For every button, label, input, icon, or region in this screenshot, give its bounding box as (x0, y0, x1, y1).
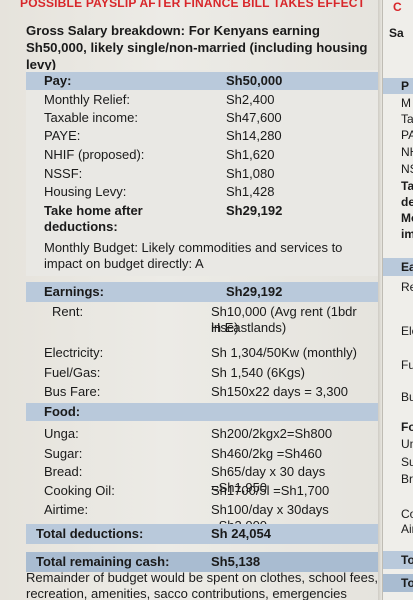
relief-label: Monthly Relief: (44, 92, 130, 107)
takehome-row: Take home after deductions: Sh29,192 (26, 203, 378, 235)
adjacent-line: NH (401, 145, 413, 159)
oil-value: Sh1700/5l =Sh1,700 (211, 483, 330, 498)
takehome-value: Sh29,192 (226, 203, 283, 218)
adjacent-line: Ta (401, 112, 413, 126)
sugar-value: Sh460/2kg =Sh460 (211, 446, 322, 461)
bread-value: Sh65/day x 30 days =Sh1,950 (211, 464, 326, 495)
nhif-label: NHIF (proposed): (44, 147, 145, 162)
nssf-value: Sh1,080 (226, 166, 275, 181)
oil-label: Cooking Oil: (44, 483, 115, 498)
adjacent-line: NS (401, 162, 413, 176)
adjacent-line: Elec (401, 324, 413, 338)
total-remaining-row: Total remaining cash: Sh5,138 (26, 552, 382, 572)
fuel-value: Sh 1,540 (6Kgs) (211, 365, 305, 380)
adjacent-line: de (401, 195, 413, 209)
sugar-label: Sugar: (44, 446, 83, 461)
nhif-value: Sh1,620 (226, 147, 275, 162)
housing-label: Housing Levy: (44, 184, 127, 199)
airtime-label: Airtime: (44, 502, 89, 517)
adjacent-header: C (393, 0, 402, 14)
takehome-label-2: deductions: (44, 219, 118, 234)
taxable-value: Sh47,600 (226, 110, 282, 125)
earnings-row: Earnings: Sh29,192 (26, 282, 382, 302)
relief-value: Sh2,400 (226, 92, 275, 107)
total-remaining-value: Sh5,138 (211, 554, 261, 569)
fuel-label: Fuel/Gas: (44, 365, 101, 380)
adjacent-line: Mo (401, 211, 413, 225)
payslip-article: POSSIBLE PAYSLIP AFTER FINANCE BILL TAKE… (20, 0, 382, 600)
earnings-label: Earnings: (44, 284, 104, 299)
paye-value: Sh14,280 (226, 128, 282, 143)
adjacent-highlight (383, 551, 413, 569)
adjacent-line: Suga (401, 455, 413, 469)
paye-label: PAYE: (44, 128, 81, 143)
pay-value: Sh50,000 (226, 73, 283, 88)
adjacent-line: P (401, 79, 410, 93)
budget-intro: Monthly Budget: Likely commodities and s… (26, 240, 378, 274)
adjacent-line: Cook (401, 507, 413, 521)
article-banner: POSSIBLE PAYSLIP AFTER FINANCE BILL TAKE… (20, 0, 366, 10)
column-gutter (378, 0, 382, 600)
pay-row: Pay: Sh50,000 (26, 72, 378, 90)
adjacent-line: Tota (401, 553, 413, 567)
food-header-row: Food: (26, 403, 382, 421)
earnings-value: Sh29,192 (226, 284, 283, 299)
adjacent-highlight (383, 258, 413, 276)
adjacent-highlight (383, 574, 413, 592)
adjacent-line: M (401, 96, 411, 110)
adjacent-line: Airti (401, 522, 413, 536)
intro-text: Gross Salary breakdown: For Kenyans earn… (26, 23, 368, 72)
adjacent-line: Bus (401, 390, 413, 404)
adjacent-line: PA (401, 128, 413, 142)
adjacent-line: Ta (401, 179, 413, 193)
food-header-label: Food: (44, 404, 81, 419)
adjacent-line: Rer (401, 280, 413, 294)
budget-intro-text: Monthly Budget: Likely commodities and s… (44, 240, 343, 271)
footer-note: Remainder of budget would be spent on cl… (26, 570, 378, 600)
total-deductions-value: Sh 24,054 (211, 526, 271, 541)
adjacent-line: Ear (401, 260, 413, 274)
taxable-label: Taxable income: (44, 110, 138, 125)
electricity-value: Sh 1,304/50Kw (monthly) (211, 345, 357, 360)
busfare-label: Bus Fare: (44, 384, 101, 399)
pay-label: Pay: (44, 73, 72, 88)
budget-ledger: Earnings: Sh29,192 Rent: Sh10,000 (Avg r… (26, 276, 382, 596)
bread-label: Bread: (44, 464, 83, 479)
total-deductions-row: Total deductions: Sh 24,054 (26, 524, 382, 544)
unga-value: Sh200/2kgx2=Sh800 (211, 426, 333, 441)
adjacent-line: Ung (401, 437, 413, 451)
adjacent-highlight (383, 78, 413, 94)
adjacent-line: imp (401, 227, 413, 241)
nssf-label: NSSF: (44, 166, 83, 181)
takehome-label: Take home after (44, 203, 143, 218)
adjacent-line: Fue (401, 358, 413, 372)
busfare-value: Sh150x22 days = 3,300 (211, 384, 348, 399)
adjacent-line: Foo (401, 420, 413, 434)
housing-value: Sh1,428 (226, 184, 275, 199)
rent-value-2: in Eastlands) (211, 320, 287, 335)
rent-value: Sh10,000 (Avg rent (1bdr Hse) (211, 304, 357, 335)
rent-label: Rent: (52, 304, 84, 319)
adjacent-line: Total (401, 576, 413, 590)
adjacent-column: C Sa P M Ta PA NH NS Ta de Mo imp Ear Re… (382, 0, 413, 600)
adjacent-line: Brea (401, 472, 413, 486)
adjacent-line: Sa (389, 26, 404, 40)
unga-label: Unga: (44, 426, 79, 441)
total-remaining-label: Total remaining cash: (36, 554, 170, 569)
rent-row: Rent: Sh10,000 (Avg rent (1bdr Hse) in E… (26, 304, 382, 338)
payslip-box: Pay: Sh50,000 Monthly Relief: Sh2,400 Ta… (26, 70, 378, 276)
total-deductions-label: Total deductions: (36, 526, 144, 541)
electricity-label: Electricity: (44, 345, 104, 360)
